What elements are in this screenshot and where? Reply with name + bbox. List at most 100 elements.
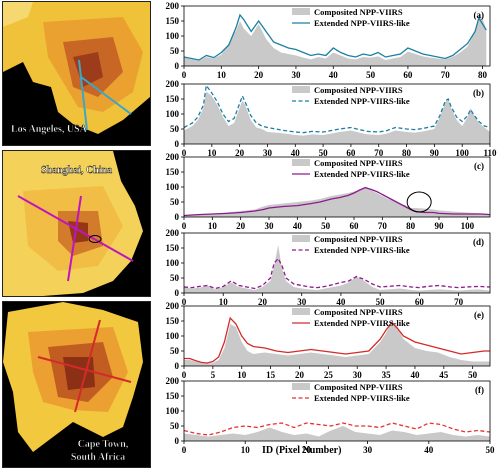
svg-text:South Africa: South Africa — [71, 452, 125, 463]
x-tick-label: 80 — [402, 148, 412, 158]
x-tick-label: 50 — [366, 70, 376, 80]
extended-line — [183, 257, 491, 290]
x-tick-label: 50 — [319, 148, 329, 158]
x-tick-label: 0 — [182, 221, 187, 231]
legend-label-extended: Extended NPP-VIIRS-like — [314, 245, 410, 255]
legend-label-extended: Extended NPP-VIIRS-like — [314, 169, 410, 179]
y-tick-label: 200 — [166, 376, 180, 386]
y-tick-label: 150 — [166, 167, 180, 177]
legend-label-composited: Composited NPP-VIIRS — [314, 307, 403, 317]
city-map-column: Los Angeles, USA Shanghai, China — [0, 0, 151, 468]
chart-panel-e: 0 50 100 150 200 0 5 10 15 20 25 30 35 40 45 50 Composit… — [166, 301, 491, 380]
y-tick-label: 200 — [166, 79, 180, 89]
y-tick-label: 100 — [166, 258, 180, 268]
x-tick-label: 60 — [350, 221, 360, 231]
map-shanghai-image: Shanghai, China — [3, 151, 150, 296]
x-tick-label: 30 — [263, 148, 273, 158]
legend-label-composited: Composited NPP-VIIRS — [314, 7, 403, 17]
y-tick-label: 150 — [166, 391, 180, 401]
x-tick-label: 50 — [468, 370, 478, 380]
legend-swatch-composited — [292, 383, 310, 390]
x-tick-label: 45 — [439, 370, 449, 380]
y-tick-label: 0 — [175, 212, 180, 222]
x-tick-label: 40 — [291, 148, 301, 158]
x-tick-label: 50 — [486, 445, 496, 455]
legend-label-composited: Composited NPP-VIIRS — [314, 85, 403, 95]
y-tick-label: 200 — [166, 152, 180, 162]
legend-label-composited: Composited NPP-VIIRS — [314, 234, 403, 244]
y-tick-label: 200 — [166, 228, 180, 238]
y-tick-label: 0 — [175, 61, 180, 71]
composited-area — [184, 91, 490, 144]
x-tick-label: 70 — [454, 297, 464, 307]
x-tick-label: 10 — [217, 70, 227, 80]
y-tick-label: 150 — [166, 316, 180, 326]
legend-label-composited: Composited NPP-VIIRS — [314, 382, 403, 392]
svg-text:Cape Town,: Cape Town, — [78, 439, 129, 450]
y-tick-label: 0 — [175, 361, 180, 371]
chart-panel-c: 0 50 100 150 200 0 10 20 30 40 50 60 70 80 90 100 Compos… — [166, 152, 491, 231]
x-tick-label: 10 — [241, 445, 251, 455]
x-tick-label: 70 — [378, 221, 388, 231]
x-tick-label: 20 — [254, 70, 264, 80]
x-tick-label: 40 — [410, 370, 420, 380]
x-tick-label: 35 — [382, 370, 392, 380]
extended-line — [183, 83, 491, 134]
x-tick-label: 100 — [455, 148, 469, 158]
legend-swatch-composited — [292, 235, 310, 242]
y-tick-label: 100 — [166, 109, 180, 119]
x-tick-label: 30 — [265, 221, 275, 231]
x-tick-label: 60 — [403, 70, 413, 80]
legend-swatch-composited — [292, 86, 310, 93]
x-tick-label: 40 — [424, 445, 434, 455]
x-tick-label: 25 — [324, 370, 334, 380]
x-tick-label: 100 — [461, 221, 475, 231]
x-tick-label: 80 — [478, 70, 488, 80]
map-cape-town: Cape Town, South Africa — [2, 301, 151, 468]
x-tick-label: 110 — [483, 148, 497, 158]
panel-label: (a) — [474, 10, 485, 20]
panel-label: (c) — [474, 161, 484, 171]
x-tick-label: 50 — [321, 221, 331, 231]
y-tick-label: 0 — [175, 436, 180, 446]
svg-text:Los Angeles, USA: Los Angeles, USA — [11, 124, 88, 135]
x-tick-label: 10 — [208, 221, 218, 231]
panel-label: (d) — [473, 237, 484, 247]
extended-line — [183, 13, 487, 61]
map-los-angeles-image: Los Angeles, USA — [3, 2, 150, 145]
x-tick-label: 20 — [258, 297, 268, 307]
map-shanghai: Shanghai, China — [2, 150, 151, 297]
x-tick-label: 90 — [435, 221, 445, 231]
map-los-angeles: Los Angeles, USA — [2, 1, 151, 146]
x-tick-label: 40 — [329, 70, 339, 80]
x-tick-label: 50 — [376, 297, 386, 307]
extended-line — [183, 186, 491, 217]
y-tick-label: 150 — [166, 16, 180, 26]
x-tick-label: 30 — [291, 70, 301, 80]
x-tick-label: 15 — [266, 370, 276, 380]
x-tick-label: 10 — [207, 148, 217, 158]
panel-label: (b) — [473, 88, 484, 98]
extended-line — [183, 422, 491, 436]
x-tick-label: 70 — [441, 70, 451, 80]
y-tick-label: 0 — [175, 288, 180, 298]
x-tick-label: 20 — [236, 221, 246, 231]
map-label-shanghai: Shanghai, China — [41, 165, 113, 176]
svg-text:Shanghai, China: Shanghai, China — [41, 165, 112, 176]
chart-panel-b: 0 50 100 150 200 0 10 20 30 40 50 60 70 80 90 100 110 Com… — [166, 79, 497, 158]
y-tick-label: 200 — [166, 1, 180, 11]
legend-label-extended: Extended NPP-VIIRS-like — [314, 318, 410, 328]
x-tick-label: 10 — [219, 297, 229, 307]
map-label-cape-town: Cape Town, South Africa — [71, 439, 129, 463]
y-tick-label: 150 — [166, 243, 180, 253]
legend-swatch-composited — [292, 308, 310, 315]
composited-area — [184, 426, 490, 441]
x-tick-label: 5 — [211, 370, 216, 380]
x-tick-label: 70 — [374, 148, 384, 158]
composited-area — [184, 187, 490, 217]
legend-label-composited: Composited NPP-VIIRS — [314, 158, 403, 168]
y-tick-label: 50 — [170, 46, 180, 56]
y-tick-label: 100 — [166, 406, 180, 416]
x-tick-label: 0 — [182, 445, 187, 455]
x-tick-label: 80 — [406, 221, 416, 231]
